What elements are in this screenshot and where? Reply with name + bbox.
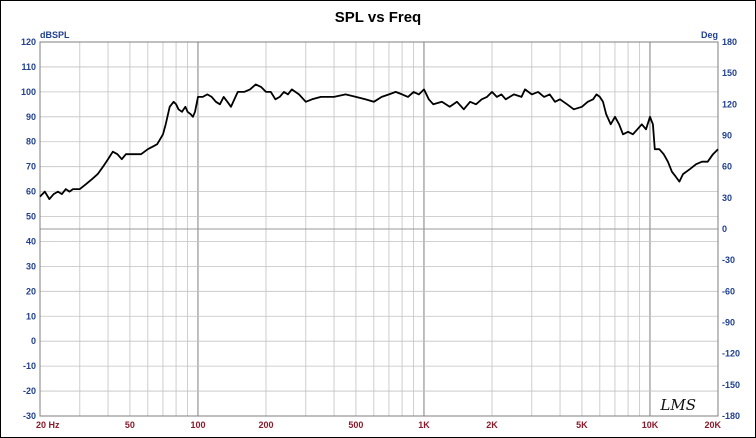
y2-tick-label: -150 (722, 380, 740, 390)
y-tick-label: 100 (21, 87, 36, 97)
x-tick-label: 20K (704, 420, 721, 430)
y2-tick-label: 30 (722, 193, 732, 203)
x-tick-label: 500 (348, 420, 363, 430)
y2-tick-label: 120 (722, 99, 737, 109)
lms-watermark: LMS (659, 396, 696, 414)
y-tick-label: -10 (23, 361, 36, 371)
y-tick-label: 50 (26, 212, 36, 222)
y-tick-label: 110 (21, 62, 36, 72)
y2-tick-label: 0 (722, 224, 727, 234)
right-axis-ticks: 180 150 120 90 60 30 0 -30 -60 -90 -120 -150 -180 (722, 37, 740, 421)
left-axis-unit: dBSPL (40, 30, 70, 40)
right-axis-unit: Deg (701, 30, 718, 40)
x-tick-label: 1K (418, 420, 430, 430)
y2-tick-label: 180 (722, 37, 737, 47)
y-tick-label: 80 (26, 137, 36, 147)
y-tick-label: -20 (23, 386, 36, 396)
y2-tick-label: 150 (722, 68, 737, 78)
y2-tick-label: -180 (722, 411, 740, 421)
y-tick-label: 70 (26, 162, 36, 172)
y2-tick-label: -90 (722, 318, 735, 328)
y-tick-label: 40 (26, 236, 36, 246)
spl-series-line (39, 83, 719, 200)
y-tick-label: 20 (26, 286, 36, 296)
x-tick-label: 100 (190, 420, 205, 430)
plot-area (39, 41, 719, 417)
y2-tick-label: -30 (722, 255, 735, 265)
x-tick-label: 20 Hz (36, 420, 60, 430)
x-tick-label: 2K (486, 420, 498, 430)
y2-tick-label: 60 (722, 162, 732, 172)
x-tick-label: 50 (125, 420, 135, 430)
series-layer (39, 83, 719, 200)
y-tick-label: 0 (31, 336, 36, 346)
y-tick-label: -30 (23, 411, 36, 421)
y2-tick-label: -120 (722, 349, 740, 359)
chart-title: SPL vs Freq (335, 9, 421, 26)
grid (39, 41, 719, 417)
y2-tick-label: 90 (722, 131, 732, 141)
x-tick-label: 200 (258, 420, 273, 430)
y-tick-label: 10 (26, 311, 36, 321)
x-axis-ticks: 20 Hz 50 100 200 500 1K 2K 5K 10K 20K (36, 420, 721, 430)
x-tick-label: 10K (642, 420, 659, 430)
y-tick-label: 90 (26, 112, 36, 122)
y-tick-label: 60 (26, 187, 36, 197)
x-tick-label: 5K (576, 420, 588, 430)
y-tick-label: 120 (21, 37, 36, 47)
y2-tick-label: -60 (722, 286, 735, 296)
y-tick-label: 30 (26, 261, 36, 271)
